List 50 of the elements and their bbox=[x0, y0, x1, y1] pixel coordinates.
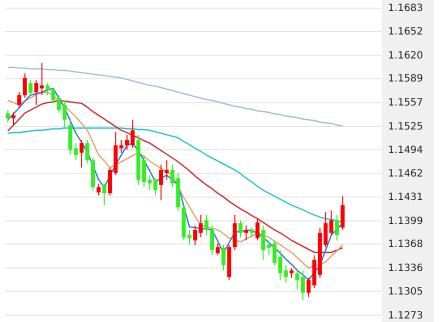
y-tick-label: 1.1399 bbox=[388, 216, 424, 227]
candlestick bbox=[244, 224, 248, 241]
candlestick bbox=[28, 80, 33, 96]
candlestick bbox=[12, 112, 16, 126]
candlestick bbox=[153, 178, 158, 196]
candlestick bbox=[204, 214, 208, 236]
candlestick bbox=[119, 140, 124, 154]
candlestick bbox=[300, 270, 305, 301]
y-tick-label: 1.1525 bbox=[388, 122, 424, 133]
candlestick bbox=[6, 110, 10, 124]
candlestick bbox=[96, 182, 101, 196]
candlestick bbox=[238, 220, 242, 238]
candlestick bbox=[290, 268, 294, 278]
y-tick-label: 1.1683 bbox=[388, 3, 424, 14]
candlestick bbox=[250, 227, 254, 238]
candlestick bbox=[85, 140, 90, 164]
candlestick bbox=[198, 214, 203, 238]
candlestick bbox=[232, 214, 237, 251]
candlestick bbox=[46, 82, 50, 96]
candlestick bbox=[221, 244, 226, 271]
candlestick bbox=[334, 214, 339, 241]
y-tick-label: 1.1368 bbox=[388, 239, 424, 250]
candlestick bbox=[210, 224, 214, 256]
candlestick bbox=[216, 242, 220, 256]
candlestick bbox=[295, 270, 300, 290]
y-tick-label: 1.1336 bbox=[388, 263, 424, 274]
y-tick-label: 1.1589 bbox=[388, 74, 424, 85]
candlestick bbox=[193, 224, 198, 246]
y-tick-label: 1.1652 bbox=[388, 26, 424, 38]
line-series bbox=[7, 66, 344, 126]
candlestick bbox=[34, 80, 38, 106]
y-tick-label: 1.1431 bbox=[388, 192, 424, 203]
candlestick bbox=[51, 88, 56, 104]
candlestick bbox=[22, 72, 27, 99]
y-tick-label: 1.1620 bbox=[388, 50, 424, 62]
candlestick bbox=[284, 264, 288, 284]
y-tick-label: 1.1462 bbox=[388, 168, 424, 180]
candlestick bbox=[340, 196, 345, 230]
y-tick-label: 1.1494 bbox=[388, 144, 424, 156]
y-tick-label: 1.1557 bbox=[388, 98, 424, 109]
candlestick bbox=[306, 277, 311, 298]
candlestick bbox=[40, 62, 44, 96]
candlestick bbox=[17, 92, 22, 108]
y-tick-label: 1.1273 bbox=[388, 310, 424, 322]
candlestick bbox=[329, 210, 334, 236]
y-tick-label: 1.1305 bbox=[388, 286, 424, 298]
candlestick bbox=[80, 140, 84, 168]
candlestick bbox=[102, 182, 106, 206]
candlestick bbox=[261, 224, 266, 260]
candlestick bbox=[256, 218, 260, 241]
